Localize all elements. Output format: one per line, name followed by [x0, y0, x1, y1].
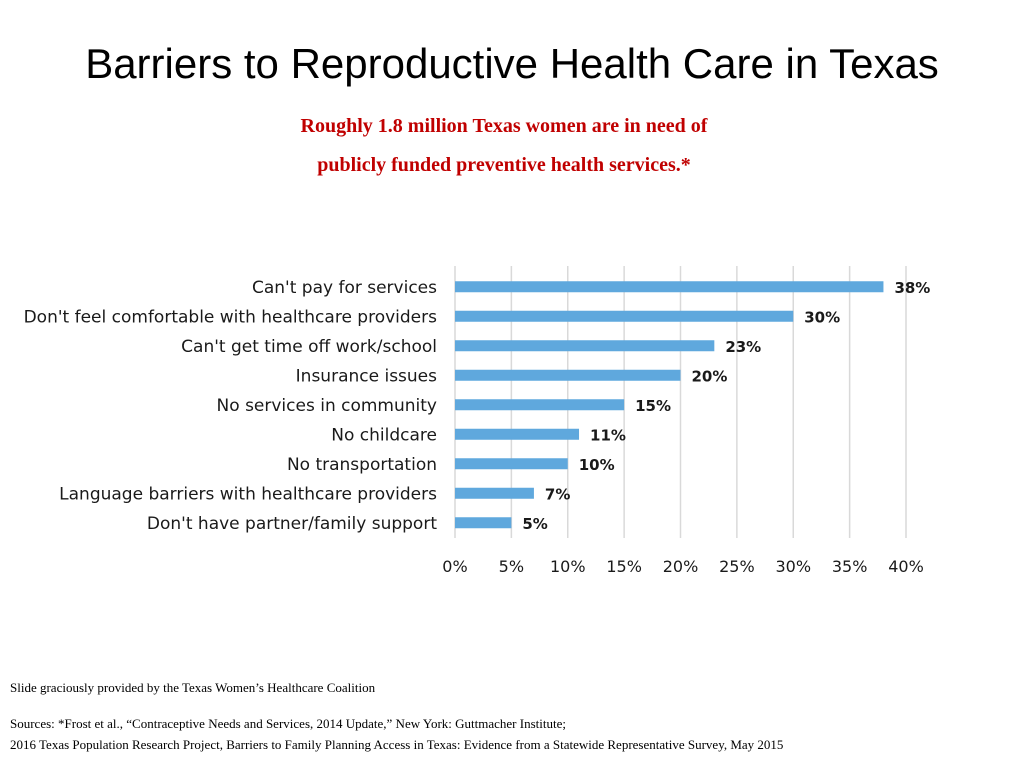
x-tick-label: 30%: [775, 557, 811, 576]
data-label: 11%: [590, 426, 626, 444]
x-tick-label: 25%: [719, 557, 755, 576]
category-label: Insurance issues: [296, 366, 437, 386]
bar: [455, 458, 568, 470]
bar: [455, 428, 580, 440]
x-tick-label: 0%: [442, 557, 467, 576]
subtitle-line-1: Roughly 1.8 million Texas women are in n…: [300, 115, 708, 137]
category-label: No services in community: [217, 396, 437, 416]
x-tick-label: 35%: [832, 557, 868, 576]
bar: [455, 399, 625, 411]
data-label: 7%: [545, 485, 570, 503]
sources-line-1: Sources: *Frost et al., “Contraceptive N…: [10, 716, 566, 731]
x-tick-label: 5%: [499, 557, 524, 576]
barriers-bar-chart: 0% 5% 10% 15% 20% 25% 30% 35% 40% Can't pay for s…: [24, 266, 930, 576]
category-label: Can't get time off work/school: [181, 337, 437, 357]
sources-line-2: 2016 Texas Population Research Project, …: [10, 737, 784, 752]
subtitle-line-2: publicly funded preventive health servic…: [317, 154, 691, 176]
bar: [455, 517, 512, 529]
category-label: No childcare: [331, 425, 437, 445]
category-label: No transportation: [287, 455, 437, 475]
data-label: 20%: [692, 367, 728, 385]
bar: [455, 487, 534, 499]
data-label: 38%: [894, 279, 930, 297]
category-label: Don't have partner/family support: [147, 514, 437, 534]
bar: [455, 340, 715, 352]
data-label: 15%: [635, 397, 671, 415]
bar: [455, 369, 681, 381]
x-tick-label: 40%: [888, 557, 924, 576]
x-tick-label: 15%: [606, 557, 642, 576]
category-label: Can't pay for services: [252, 278, 437, 298]
data-label: 5%: [522, 515, 547, 533]
x-tick-label: 20%: [663, 557, 699, 576]
credit-note: Slide graciously provided by the Texas W…: [10, 680, 376, 695]
bar: [455, 310, 794, 322]
data-label: 30%: [804, 308, 840, 326]
data-label: 10%: [579, 456, 615, 474]
category-label: Language barriers with healthcare provid…: [59, 484, 437, 504]
data-label: 23%: [725, 338, 761, 356]
category-label: Don't feel comfortable with healthcare p…: [24, 307, 438, 327]
x-tick-label: 10%: [550, 557, 586, 576]
bar: [455, 281, 884, 293]
slide-title: Barriers to Reproductive Health Care in …: [85, 40, 939, 87]
